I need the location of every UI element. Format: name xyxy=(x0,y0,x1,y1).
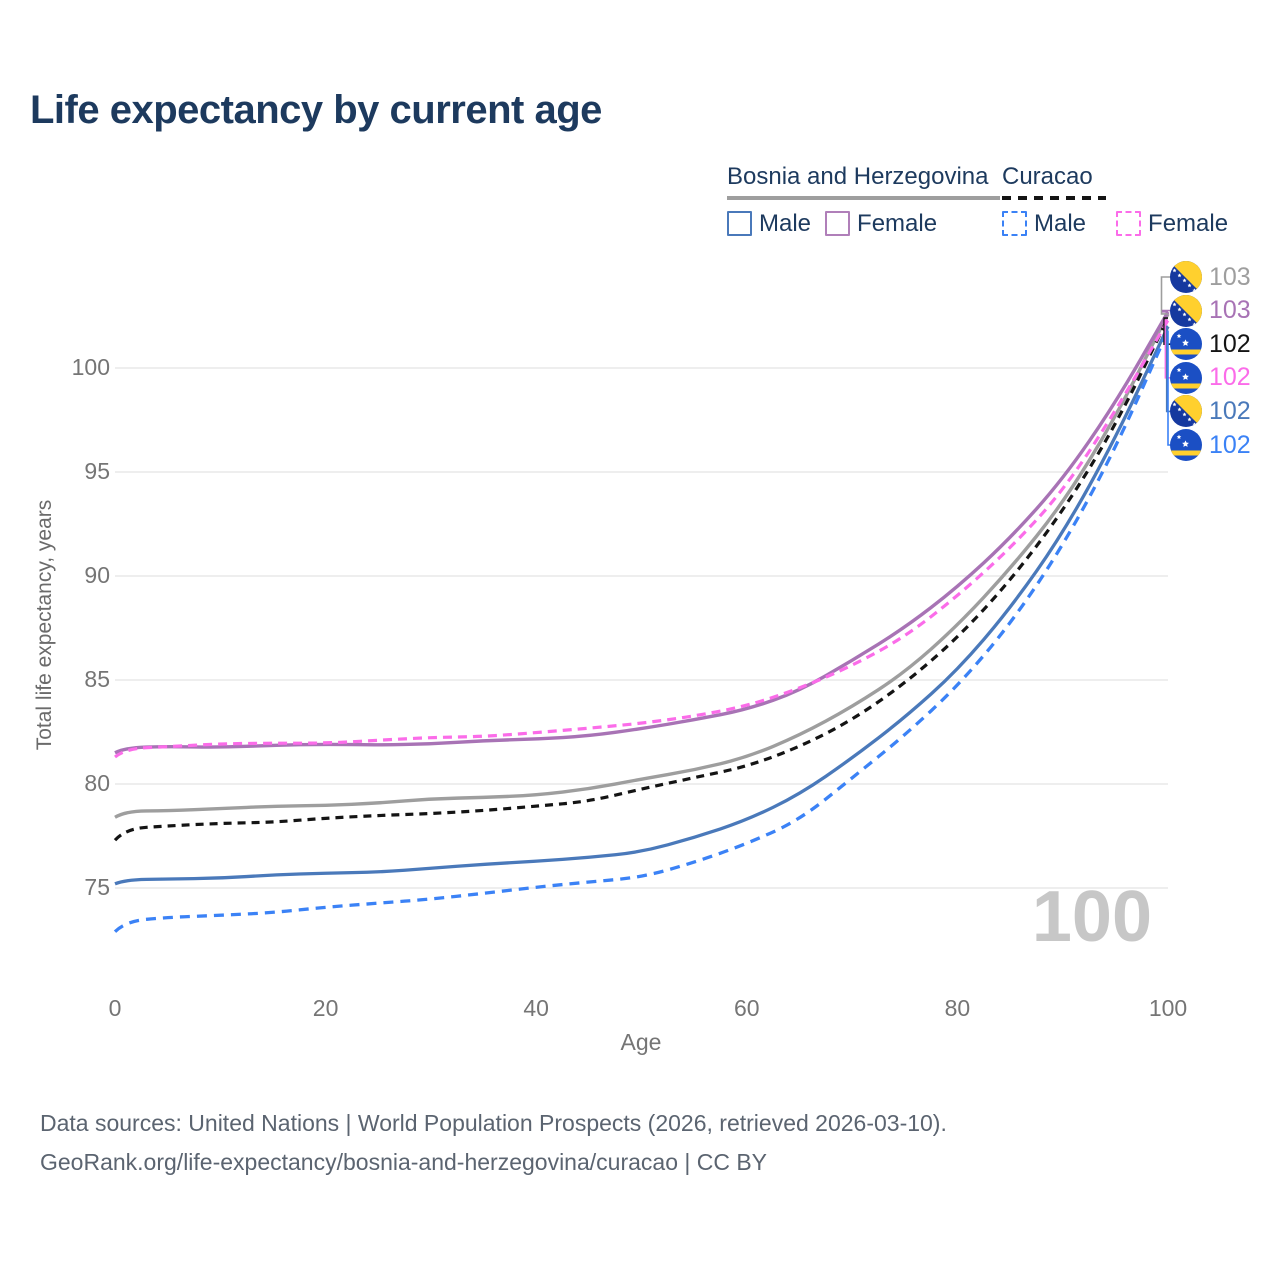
end-label-value: 103 xyxy=(1209,262,1251,291)
end-label-row-bih-male: 102 xyxy=(1170,395,1251,428)
legend-solid-line-sample xyxy=(727,196,1000,200)
y-tick-label: 80 xyxy=(84,770,110,796)
curacao-flag-icon xyxy=(1170,361,1202,394)
legend-dashed-line-sample xyxy=(1002,196,1106,200)
bosnia-flag-icon xyxy=(1170,294,1202,327)
y-tick-label: 100 xyxy=(71,354,110,380)
end-label-value: 102 xyxy=(1209,329,1251,358)
legend-label: Male xyxy=(759,209,812,237)
x-tick-label: 0 xyxy=(108,995,122,1021)
end-label-row-cur-male: 102 xyxy=(1170,429,1251,461)
legend-checkbox-bosnia-female[interactable] xyxy=(825,211,851,236)
end-label-row-cur-total: 102 xyxy=(1170,328,1251,361)
y-tick-label: 75 xyxy=(84,874,110,900)
y-tick-label: 85 xyxy=(84,666,110,692)
series-line-cur-female[interactable] xyxy=(114,319,1170,759)
end-label-row-bih-female: 103 xyxy=(1170,294,1251,327)
footer: Data sources: United Nations | World Pop… xyxy=(40,1104,947,1182)
end-label-row-cur-female: 102 xyxy=(1170,361,1251,394)
legend-label: Male xyxy=(1034,209,1087,237)
legend-group-curacao: Curacao Male Female xyxy=(1002,163,1228,238)
end-label-leader-bih-male xyxy=(1165,325,1172,413)
end-label-value: 102 xyxy=(1209,430,1251,459)
page-title: Life expectancy by current age xyxy=(30,88,602,132)
end-label-value: 103 xyxy=(1209,296,1251,325)
end-label-value: 102 xyxy=(1209,363,1251,392)
series-line-bih-female[interactable] xyxy=(114,310,1170,755)
x-tick-label: 60 xyxy=(734,995,760,1021)
bosnia-flag-icon xyxy=(1170,395,1202,428)
legend-item-bosnia-male[interactable]: Male xyxy=(727,210,811,238)
legend-item-curacao-male[interactable]: Male xyxy=(1002,210,1086,238)
legend-label: Female xyxy=(857,209,938,237)
footer-attribution: GeoRank.org/life-expectancy/bosnia-and-h… xyxy=(40,1149,768,1175)
bosnia-flag-icon xyxy=(1170,261,1202,293)
x-tick-label: 20 xyxy=(312,995,339,1021)
series-line-cur-male[interactable] xyxy=(113,329,1170,933)
legend-group-title: Bosnia and Herzegovina xyxy=(727,163,989,190)
legend-item-bosnia-female[interactable]: Female xyxy=(825,210,937,238)
curacao-flag-icon xyxy=(1170,429,1202,461)
y-tick-label: 95 xyxy=(84,458,110,484)
x-tick-label: 100 xyxy=(1148,995,1188,1021)
legend-checkbox-curacao-male[interactable] xyxy=(1002,211,1027,236)
y-tick-label: 90 xyxy=(84,562,110,588)
x-tick-label: 40 xyxy=(523,995,549,1021)
x-tick-label: 80 xyxy=(944,995,971,1021)
end-label-row-bih-total: 103 xyxy=(1170,261,1251,293)
end-label-value: 102 xyxy=(1209,396,1251,425)
legend-checkbox-bosnia-male[interactable] xyxy=(727,211,752,236)
series-line-bih-male[interactable] xyxy=(114,325,1170,886)
legend-item-curacao-female[interactable]: Female xyxy=(1116,210,1228,238)
end-label-leader-bih-total xyxy=(1160,276,1172,315)
legend-checkbox-curacao-female[interactable] xyxy=(1116,211,1142,236)
series-line-cur-total[interactable] xyxy=(113,317,1170,842)
curacao-flag-icon xyxy=(1170,328,1202,361)
legend-group-title: Curacao xyxy=(1002,163,1093,190)
legend-group-bosnia: Bosnia and Herzegovina Male Female xyxy=(727,163,1000,238)
watermark-age: 100 xyxy=(1032,877,1152,957)
x-axis-title: Age xyxy=(620,1029,662,1055)
legend-label: Female xyxy=(1148,209,1229,237)
series-line-bih-total[interactable] xyxy=(114,313,1170,819)
footer-data-sources: Data sources: United Nations | World Pop… xyxy=(40,1110,947,1136)
end-label-leader-bih-female xyxy=(1162,309,1172,313)
